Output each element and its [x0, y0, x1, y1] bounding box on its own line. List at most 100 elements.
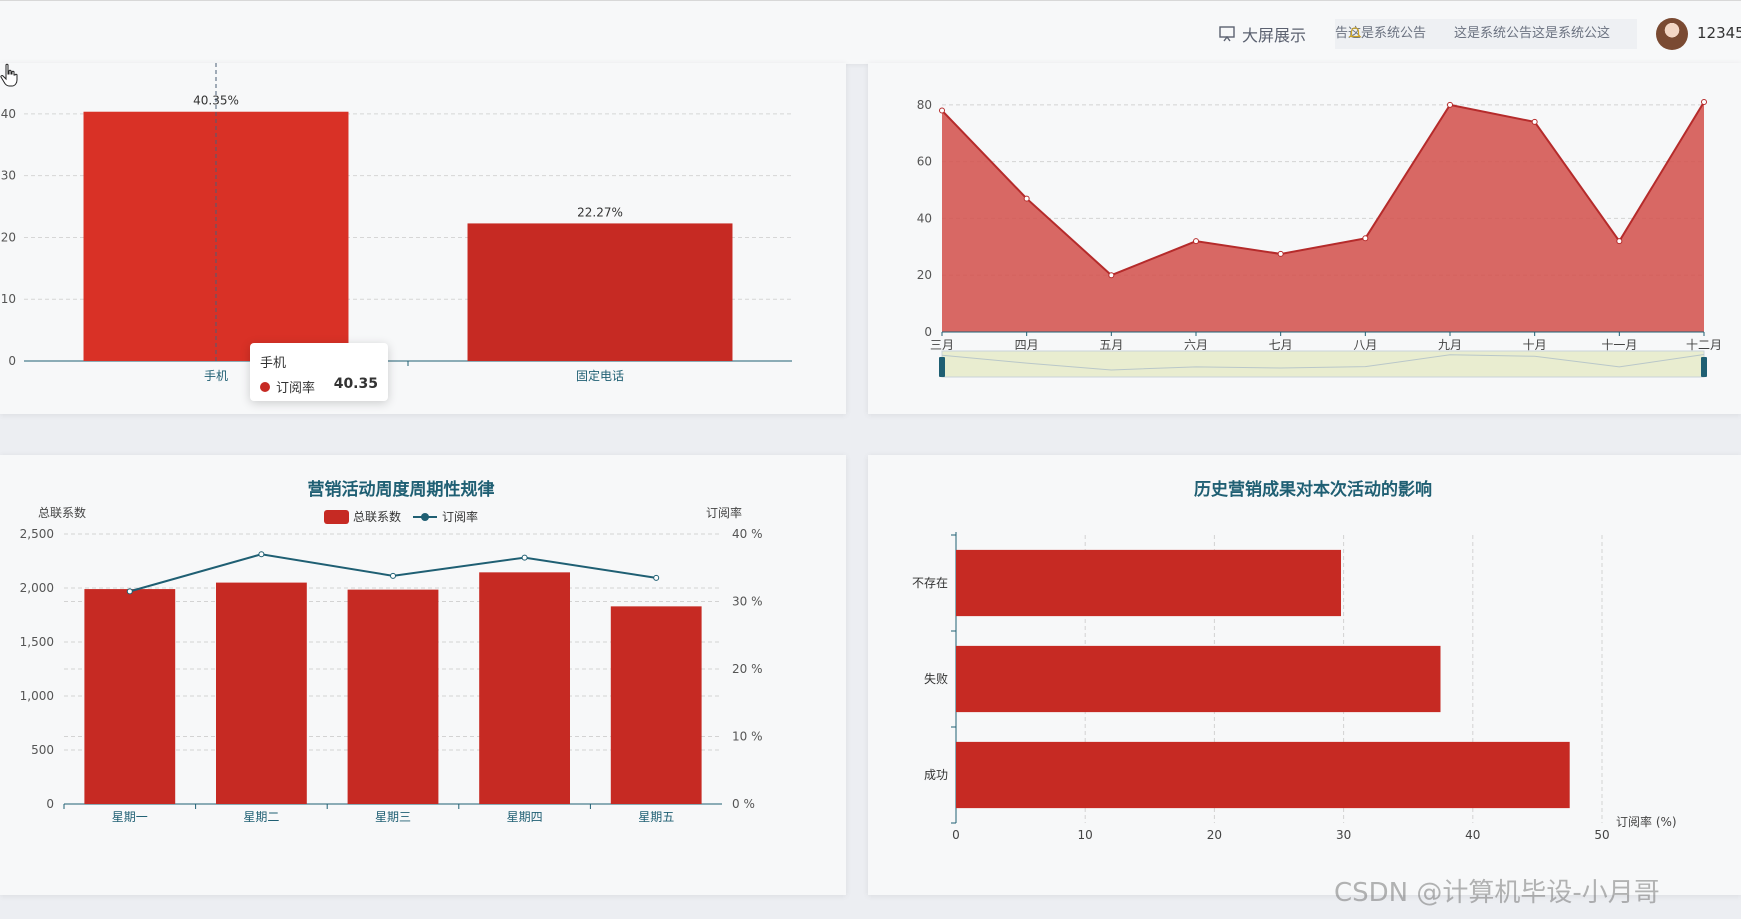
bar	[956, 741, 1570, 809]
y-tick-label-right: 30 %	[732, 595, 763, 609]
y-axis-label-left: 总联系数	[38, 505, 86, 520]
y-tick-label: 20	[917, 268, 932, 282]
data-point	[1023, 195, 1030, 202]
y-tick-label: 成功	[924, 768, 948, 782]
monitor-icon	[1219, 26, 1235, 42]
x-tick-label: 0	[952, 828, 960, 842]
y-axis-label-right: 订阅率	[706, 505, 742, 520]
bar	[610, 606, 702, 804]
watermark: CSDN @计算机毕设-小月哥	[1334, 878, 1660, 908]
y-tick-label-right: 0 %	[732, 797, 755, 811]
x-tick-label: 30	[1336, 828, 1351, 842]
x-tick-label: 20	[1207, 828, 1222, 842]
x-tick-label: 三月	[930, 338, 954, 352]
tooltip-series: 订阅率	[276, 381, 316, 396]
y-tick-label-left: 500	[31, 743, 54, 757]
y-tick-label: 失败	[924, 671, 948, 686]
bar	[215, 582, 307, 804]
y-tick-label-right: 20 %	[732, 662, 763, 676]
data-point	[1531, 118, 1538, 125]
bigscreen-label: 大屏展示	[1242, 26, 1307, 45]
x-tick-label: 星期三	[375, 810, 411, 824]
x-tick-label: 十一月	[1601, 338, 1637, 352]
tooltip-title: 手机	[260, 356, 287, 371]
x-tick-label: 九月	[1438, 338, 1462, 352]
x-tick-label: 八月	[1353, 338, 1377, 352]
x-tick-label: 五月	[1099, 338, 1123, 352]
monthly-area-chart: 0 20 40 60 80 三月 四月 五月 六月 七月 八月 九月 十月 十一月 十二月	[917, 98, 1722, 378]
x-tick-label: 星期一	[112, 810, 148, 824]
tooltip-value: 40.35	[333, 376, 378, 392]
y-tick-label-left: 2,500	[20, 527, 54, 541]
data-zoom-handle-left	[939, 357, 945, 377]
data-zoom-preview	[941, 354, 1705, 371]
notice-item: 这是系统公告这是系统公这	[1454, 26, 1611, 41]
x-tick-label: 星期二	[243, 810, 279, 824]
data-point	[1362, 235, 1369, 242]
top-bar: 大屏展示 告这是系统公告 这是系统公告这是系统公这 123456	[0, 0, 1741, 64]
bar	[479, 572, 571, 804]
y-tick-label: 30	[1, 169, 16, 183]
notice-bell-icon	[1348, 27, 1362, 38]
bigscreen-button[interactable]: 大屏展示	[1218, 23, 1306, 45]
legend-line-marker	[421, 513, 429, 521]
y-tick-label: 40	[1, 107, 16, 121]
data-point	[1447, 101, 1453, 108]
system-notice: 告这是系统公告 这是系统公告这是系统公这	[1335, 19, 1637, 49]
x-tick-label: 40	[1465, 828, 1480, 842]
data-point	[653, 574, 660, 581]
data-point	[939, 107, 945, 114]
hand-cursor-icon	[0, 63, 18, 87]
x-tick-label: 星期四	[507, 810, 543, 824]
bar	[956, 549, 1342, 617]
x-tick-label: 10	[1078, 828, 1093, 842]
y-tick-label: 10	[1, 292, 16, 306]
series-line	[941, 101, 1705, 277]
y-tick-label: 0	[8, 354, 16, 368]
weekly-pattern-card: 营销活动周度周期性规律 总联系数 订阅率 总联系数 订阅率 0 500 1,000 1,500 2…	[0, 455, 846, 895]
bar	[467, 223, 733, 361]
data-point	[1701, 99, 1707, 106]
avatar[interactable]	[1656, 18, 1688, 50]
data-point	[1616, 238, 1623, 245]
data-point	[521, 554, 528, 561]
x-tick-label: 六月	[1184, 338, 1208, 352]
y-tick-label-left: 0	[46, 797, 54, 811]
legend-label: 总联系数	[353, 509, 401, 524]
data-label: 22.27%	[577, 205, 623, 219]
bar	[83, 111, 349, 361]
x-tick-label: 十月	[1523, 338, 1547, 352]
y-tick-label: 80	[917, 98, 932, 112]
data-point	[1277, 250, 1284, 257]
history-outcome-card: 历史营销成果对本次活动的影响 0 10 20 30 40 50 订阅率 (%) 不存在 失败 成功	[868, 455, 1741, 895]
bar	[956, 645, 1441, 713]
data-point	[1193, 238, 1199, 245]
monthly-subscription-card: 0 20 40 60 80 三月 四月 五月 六月 七月 八月 九月 十月 十一月 十二月	[868, 63, 1741, 414]
data-point	[126, 588, 133, 595]
x-tick-label: 50	[1594, 828, 1609, 842]
chart-title: 历史营销成果对本次活动的影响	[1194, 479, 1432, 500]
data-point	[1108, 272, 1115, 279]
y-tick-label-right: 40 %	[732, 527, 763, 541]
username[interactable]: 123456	[1697, 24, 1741, 42]
x-tick-label: 手机	[204, 369, 228, 383]
x-tick-label: 七月	[1269, 338, 1293, 352]
y-tick-label: 20	[1, 230, 16, 244]
area-fill	[942, 102, 1704, 332]
bar	[347, 589, 439, 804]
y-tick-label: 0	[924, 325, 932, 339]
legend-bar-swatch	[324, 510, 349, 524]
x-tick-label: 四月	[1015, 338, 1039, 352]
data-point	[390, 572, 396, 579]
data-zoom-slider	[941, 350, 1705, 378]
y-tick-label-right: 10 %	[732, 730, 763, 744]
data-point	[258, 551, 265, 558]
subscription-by-contact-card: 0 10 20 30 40 40.35% 手机 22.27% 固定电话 手机 订阅率 40.35	[0, 63, 846, 414]
y-tick-label: 40	[917, 211, 932, 225]
x-tick-label: 星期五	[638, 810, 674, 824]
y-tick-label-left: 1,000	[20, 689, 54, 703]
data-zoom-handle-right	[1701, 357, 1707, 377]
